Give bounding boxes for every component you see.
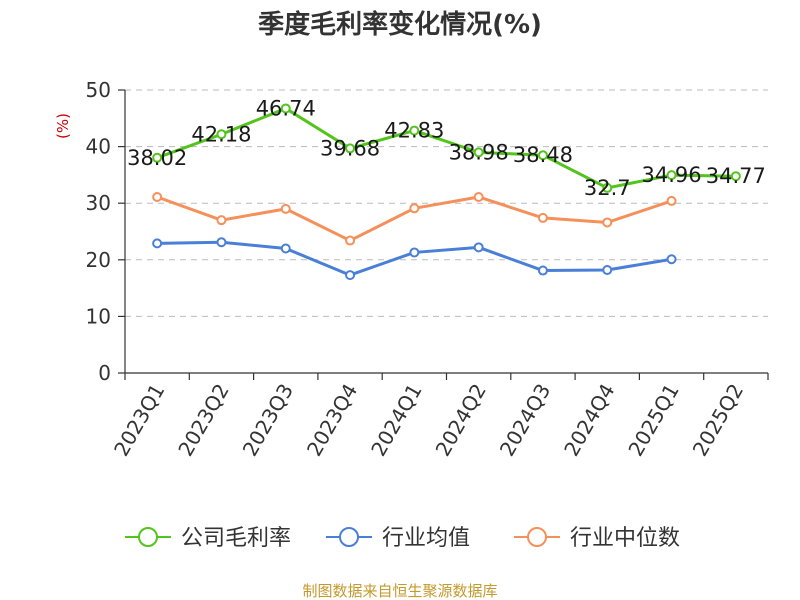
data-label: 32.7 — [584, 176, 631, 200]
y-axis-unit: (%) — [54, 113, 72, 139]
y-tick-label: 30 — [86, 191, 111, 215]
data-point — [473, 191, 484, 202]
data-point — [216, 215, 227, 226]
series-line — [157, 240, 672, 277]
data-label: 39.68 — [320, 136, 380, 160]
legend-marker — [339, 527, 359, 547]
y-tick-label: 10 — [86, 304, 111, 328]
data-point — [216, 237, 227, 248]
data-point — [730, 171, 741, 182]
legend-label: 行业均值 — [382, 526, 470, 551]
data-label: 42.83 — [384, 119, 444, 143]
data-point — [666, 254, 677, 265]
y-tick-label: 50 — [86, 78, 111, 102]
series-line — [156, 106, 736, 190]
data-point — [280, 243, 291, 254]
data-point — [473, 147, 484, 158]
data-point — [280, 103, 291, 114]
data-point — [537, 150, 548, 161]
y-tick-label: 40 — [86, 135, 111, 159]
x-tick-label: 2025Q1 — [623, 380, 683, 461]
x-tick-label: 2024Q2 — [431, 380, 491, 461]
data-point — [152, 152, 163, 163]
data-point — [280, 203, 291, 214]
data-point — [666, 170, 677, 181]
x-tick-label: 2023Q3 — [238, 380, 298, 461]
data-label: 38.48 — [513, 143, 573, 167]
legend-marker — [527, 527, 547, 547]
data-label: 46.74 — [256, 96, 316, 120]
data-point — [409, 125, 420, 136]
data-label: 42.18 — [191, 122, 251, 146]
data-point — [345, 270, 356, 281]
data-point — [409, 203, 420, 214]
legend-marker — [138, 527, 158, 547]
data-label: 38.02 — [127, 146, 187, 170]
data-point — [537, 212, 548, 223]
data-point — [602, 182, 613, 193]
data-point — [345, 235, 356, 246]
x-tick-label: 2023Q1 — [109, 380, 169, 461]
x-tick-label: 2023Q2 — [173, 380, 233, 461]
x-tick-label: 2024Q3 — [495, 380, 555, 461]
source-note: 制图数据来自恒生聚源数据库 — [302, 582, 497, 600]
y-tick-label: 20 — [86, 248, 111, 272]
data-point — [666, 195, 677, 206]
data-point — [409, 247, 420, 258]
data-label: 34.96 — [641, 163, 701, 187]
x-tick-label: 2024Q4 — [559, 380, 619, 461]
legend-label: 公司毛利率 — [181, 526, 291, 551]
x-tick-label: 2025Q2 — [688, 380, 748, 461]
data-point — [602, 264, 613, 275]
x-tick-label: 2023Q4 — [302, 380, 362, 461]
data-point — [345, 143, 356, 154]
data-label: 38.98 — [449, 140, 509, 164]
data-point — [152, 238, 163, 249]
data-label: 34.77 — [706, 164, 766, 188]
legend: 公司毛利率 行业均值 行业中位数 — [125, 526, 680, 551]
legend-label: 行业中位数 — [570, 526, 680, 551]
data-point — [537, 265, 548, 276]
data-point — [602, 217, 613, 228]
series — [152, 103, 741, 281]
x-tick-label: 2024Q1 — [366, 380, 426, 461]
data-point — [152, 191, 163, 202]
data-point — [216, 129, 227, 140]
chart-title: 季度毛利率变化情况(%) — [258, 9, 542, 40]
y-tick-label: 0 — [98, 361, 111, 385]
data-point — [473, 242, 484, 253]
